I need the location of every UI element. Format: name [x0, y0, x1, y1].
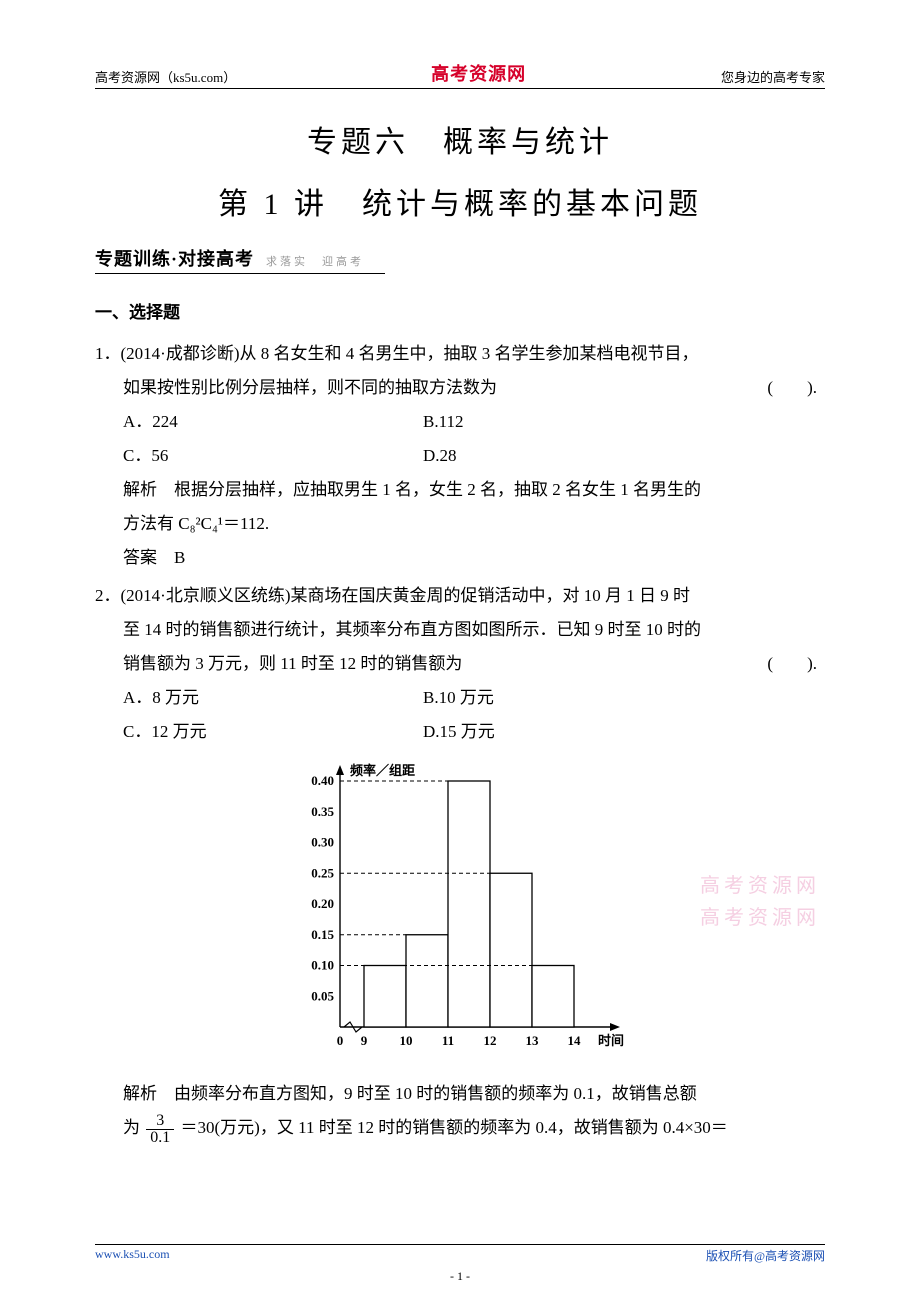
q2-optD: D.15 万元 [423, 715, 495, 749]
page-header: 高考资源网（ks5u.com） 高考资源网 您身边的高考专家 [95, 60, 825, 89]
svg-text:12: 12 [484, 1033, 497, 1048]
fraction: 3 0.1 [146, 1113, 174, 1146]
q1-answer-label: 答案 [123, 548, 157, 567]
training-heading: 专题训练·对接高考 求落实 迎高考 [95, 245, 385, 274]
header-center-logo: 高考资源网 [431, 60, 526, 86]
q2-stem-line2: 至 14 时的销售额进行统计，其频率分布直方图如图所示．已知 9 时至 10 时… [95, 613, 825, 647]
svg-text:0.10: 0.10 [311, 958, 334, 973]
training-sub: 求落实 迎高考 [266, 253, 364, 269]
svg-text:频率／组距: 频率／组距 [350, 763, 415, 778]
q1-stem-line2-row: 如果按性别比例分层抽样，则不同的抽取方法数为 ( ). [95, 371, 825, 405]
histogram-chart: 0.05 0.10 0.15 0.20 0.25 0.30 0.35 0.40 频率／组距 0 9 1… [95, 757, 825, 1069]
q2-stem-line1: 2．(2014·北京顺义区统练)某商场在国庆黄金周的促销活动中，对 10 月 1… [95, 579, 825, 613]
header-left: 高考资源网（ks5u.com） [95, 67, 236, 86]
question-1: 1．(2014·成都诊断)从 8 名女生和 4 名男生中，抽取 3 名学生参加某… [95, 337, 825, 575]
q2-analysis-pre: 为 [123, 1118, 140, 1137]
svg-text:0.05: 0.05 [311, 988, 334, 1003]
q2-stem-line3-row: 销售额为 3 万元，则 11 时至 12 时的销售额为 ( ). [95, 647, 825, 681]
q2-options-row2: C．12 万元 D.15 万元 [95, 715, 825, 749]
fraction-num: 3 [146, 1113, 174, 1130]
training-main: 专题训练·对接高考 [95, 245, 254, 271]
q1-answer-value: B [157, 548, 185, 567]
svg-text:时间: 时间 [598, 1033, 624, 1048]
q2-options-row1: A．8 万元 B.10 万元 [95, 681, 825, 715]
histogram-svg: 0.05 0.10 0.15 0.20 0.25 0.30 0.35 0.40 频率／组距 0 9 1… [270, 757, 650, 1057]
q1-optA: A．224 [123, 405, 423, 439]
q2-analysis-post: ＝30(万元)，又 11 时至 12 时的销售额的频率为 0.4，故销售额为 0… [181, 1118, 728, 1137]
q2-analysis-line1: 解析 由频率分布直方图知，9 时至 10 时的销售额的频率为 0.1，故销售总额 [95, 1077, 825, 1111]
svg-text:0: 0 [337, 1033, 344, 1048]
q1-analysis-line2: 方法有 C₈²C₄¹＝112. [95, 507, 825, 541]
footer-right: 版权所有@高考资源网 [706, 1247, 825, 1264]
svg-text:0.35: 0.35 [311, 804, 334, 819]
q2-analysis-text1: 由频率分布直方图知，9 时至 10 时的销售额的频率为 0.1，故销售总额 [157, 1084, 697, 1103]
q2-optC: C．12 万元 [123, 715, 423, 749]
page-number: - 1 - [0, 1269, 920, 1284]
q2-stem-line3: 销售额为 3 万元，则 11 时至 12 时的销售额为 [123, 654, 462, 673]
q1-optB: B.112 [423, 405, 463, 439]
section-label: 一、选择题 [95, 298, 825, 323]
page-footer: www.ks5u.com 版权所有@高考资源网 [95, 1244, 825, 1264]
svg-text:0.15: 0.15 [311, 927, 334, 942]
q2-analysis-line2: 为 3 0.1 ＝30(万元)，又 11 时至 12 时的销售额的频率为 0.4… [95, 1111, 825, 1146]
q1-stem-line1: 1．(2014·成都诊断)从 8 名女生和 4 名男生中，抽取 3 名学生参加某… [95, 337, 825, 371]
fraction-den: 0.1 [146, 1130, 174, 1146]
svg-text:10: 10 [400, 1033, 413, 1048]
q1-paren: ( ). [767, 371, 825, 405]
svg-text:14: 14 [568, 1033, 582, 1048]
q1-options-row2: C．56 D.28 [95, 439, 825, 473]
svg-text:0.20: 0.20 [311, 896, 334, 911]
q2-paren: ( ). [767, 647, 825, 681]
q1-stem-line2: 如果按性别比例分层抽样，则不同的抽取方法数为 [123, 378, 497, 397]
lecture-title: 第 1 讲 统计与概率的基本问题 [95, 179, 825, 223]
q2-optB: B.10 万元 [423, 681, 494, 715]
svg-text:0.40: 0.40 [311, 773, 334, 788]
q1-analysis-text1: 根据分层抽样，应抽取男生 1 名，女生 2 名，抽取 2 名女生 1 名男生的 [157, 480, 701, 499]
svg-text:13: 13 [526, 1033, 540, 1048]
footer-left: www.ks5u.com [95, 1247, 170, 1264]
question-2: 2．(2014·北京顺义区统练)某商场在国庆黄金周的促销活动中，对 10 月 1… [95, 579, 825, 1146]
q2-optA: A．8 万元 [123, 681, 423, 715]
topic-title: 专题六 概率与统计 [95, 117, 825, 161]
q2-analysis-label: 解析 [123, 1084, 157, 1103]
svg-text:0.25: 0.25 [311, 865, 334, 880]
q1-analysis-label: 解析 [123, 480, 157, 499]
q1-options-row1: A．224 B.112 [95, 405, 825, 439]
svg-text:11: 11 [442, 1033, 454, 1048]
header-right: 您身边的高考专家 [721, 67, 825, 86]
q1-analysis: 解析 根据分层抽样，应抽取男生 1 名，女生 2 名，抽取 2 名女生 1 名男… [95, 473, 825, 507]
svg-text:9: 9 [361, 1033, 368, 1048]
svg-text:0.30: 0.30 [311, 835, 334, 850]
q1-optD: D.28 [423, 439, 457, 473]
q1-optC: C．56 [123, 439, 423, 473]
q1-answer: 答案 B [95, 541, 825, 575]
